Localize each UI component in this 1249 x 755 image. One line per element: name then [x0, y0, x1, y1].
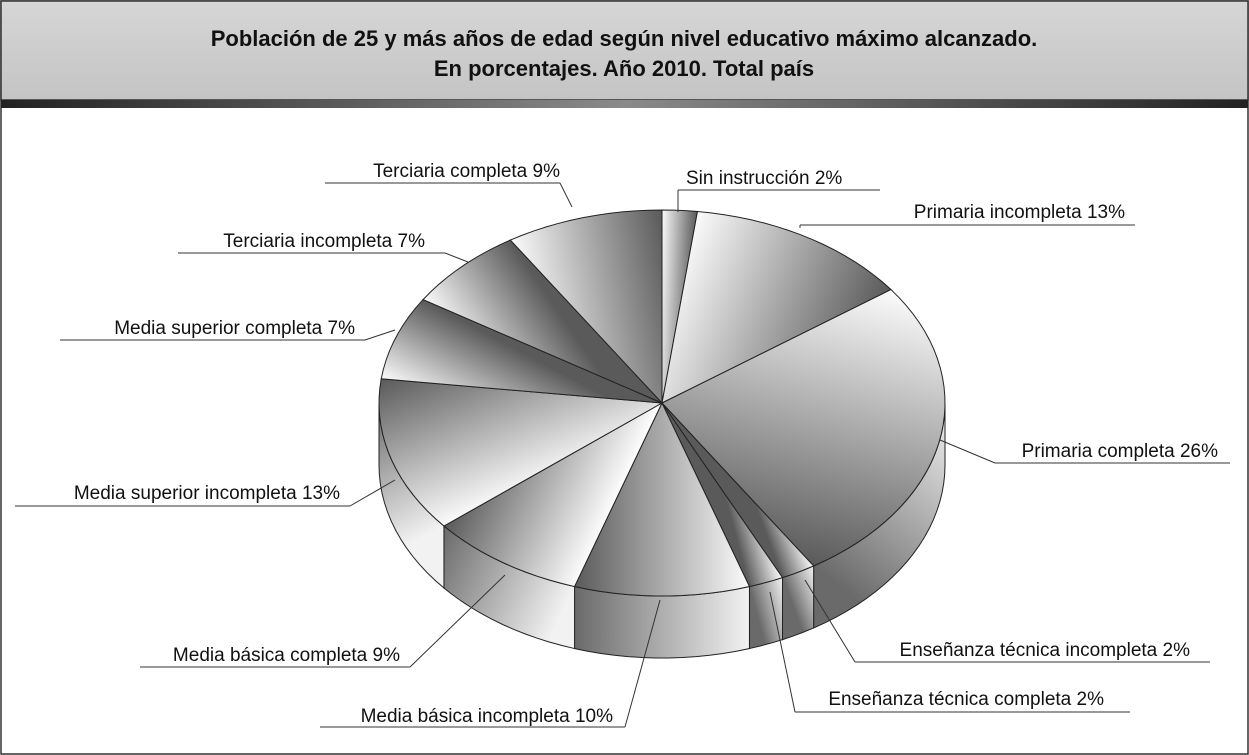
- leader-line: [804, 579, 856, 663]
- category-name: Primaria incompleta: [914, 202, 1082, 223]
- category-name: Media básica completa: [173, 645, 368, 666]
- value-label: 7%: [328, 318, 356, 339]
- category-name: Terciaria incompleta: [223, 231, 392, 252]
- category-name: Enseñanza técnica incompleta: [900, 640, 1158, 661]
- header: [0, 0, 1249, 101]
- category-name: Terciaria completa: [373, 161, 528, 182]
- category-name: Primaria completa: [1022, 441, 1176, 462]
- category-name: Media superior completa: [114, 318, 322, 339]
- category-name: Media básica incompleta: [361, 706, 571, 727]
- slice-label: Enseñanza técnica completa 2%: [828, 689, 1104, 710]
- slice-side: [782, 565, 815, 641]
- leader-line: [364, 329, 396, 341]
- leader-line: [409, 574, 506, 668]
- category-name: Media superior incompleta: [74, 483, 297, 504]
- category-name: Enseñanza técnica completa: [828, 689, 1071, 710]
- leader-line: [444, 252, 469, 263]
- slice-label: Media superior completa 7%: [114, 318, 355, 339]
- leader-line: [769, 591, 796, 713]
- slice-label: Media superior incompleta 13%: [74, 483, 340, 504]
- slice-label: Terciaria incompleta 7%: [223, 231, 425, 252]
- slice: [661, 210, 892, 404]
- slice: [380, 298, 663, 404]
- slice: [509, 209, 663, 405]
- slice-side: [748, 576, 783, 650]
- leader-line: [624, 599, 661, 728]
- slice-label: Media básica incompleta 10%: [361, 706, 614, 727]
- slice: [443, 401, 664, 588]
- value-label: 9%: [373, 645, 401, 666]
- slice-side: [574, 585, 750, 659]
- leader-line: [559, 182, 573, 208]
- slice-label: Sin instrucción 2%: [686, 168, 842, 189]
- value-label: 13%: [302, 483, 340, 504]
- slice: [661, 288, 946, 567]
- header-band: [1, 100, 1248, 108]
- leader-line: [349, 479, 396, 507]
- slice-label: Primaria incompleta 13%: [914, 202, 1125, 223]
- slice-label: Primaria completa 26%: [1022, 441, 1219, 462]
- chart-title: Población de 25 y más años de edad según…: [211, 26, 1038, 51]
- value-label: 13%: [1087, 202, 1125, 223]
- value-label: 7%: [398, 231, 426, 252]
- chart-subtitle: En porcentajes. Año 2010. Total país: [434, 56, 814, 81]
- value-label: 2%: [1163, 640, 1191, 661]
- value-label: 10%: [575, 706, 613, 727]
- value-label: 2%: [1077, 689, 1105, 710]
- slice: [573, 401, 751, 597]
- category-name: Sin instrucción: [686, 168, 810, 189]
- leader-line: [939, 439, 996, 464]
- slice-label: Media básica completa 9%: [173, 645, 400, 666]
- slice: [422, 239, 663, 404]
- slice-label: Terciaria completa 9%: [373, 161, 560, 182]
- value-label: 2%: [815, 168, 843, 189]
- value-label: 26%: [1180, 441, 1218, 462]
- slice: [378, 378, 664, 527]
- slice-label: Enseñanza técnica incompleta 2%: [900, 640, 1191, 661]
- value-label: 9%: [533, 161, 561, 182]
